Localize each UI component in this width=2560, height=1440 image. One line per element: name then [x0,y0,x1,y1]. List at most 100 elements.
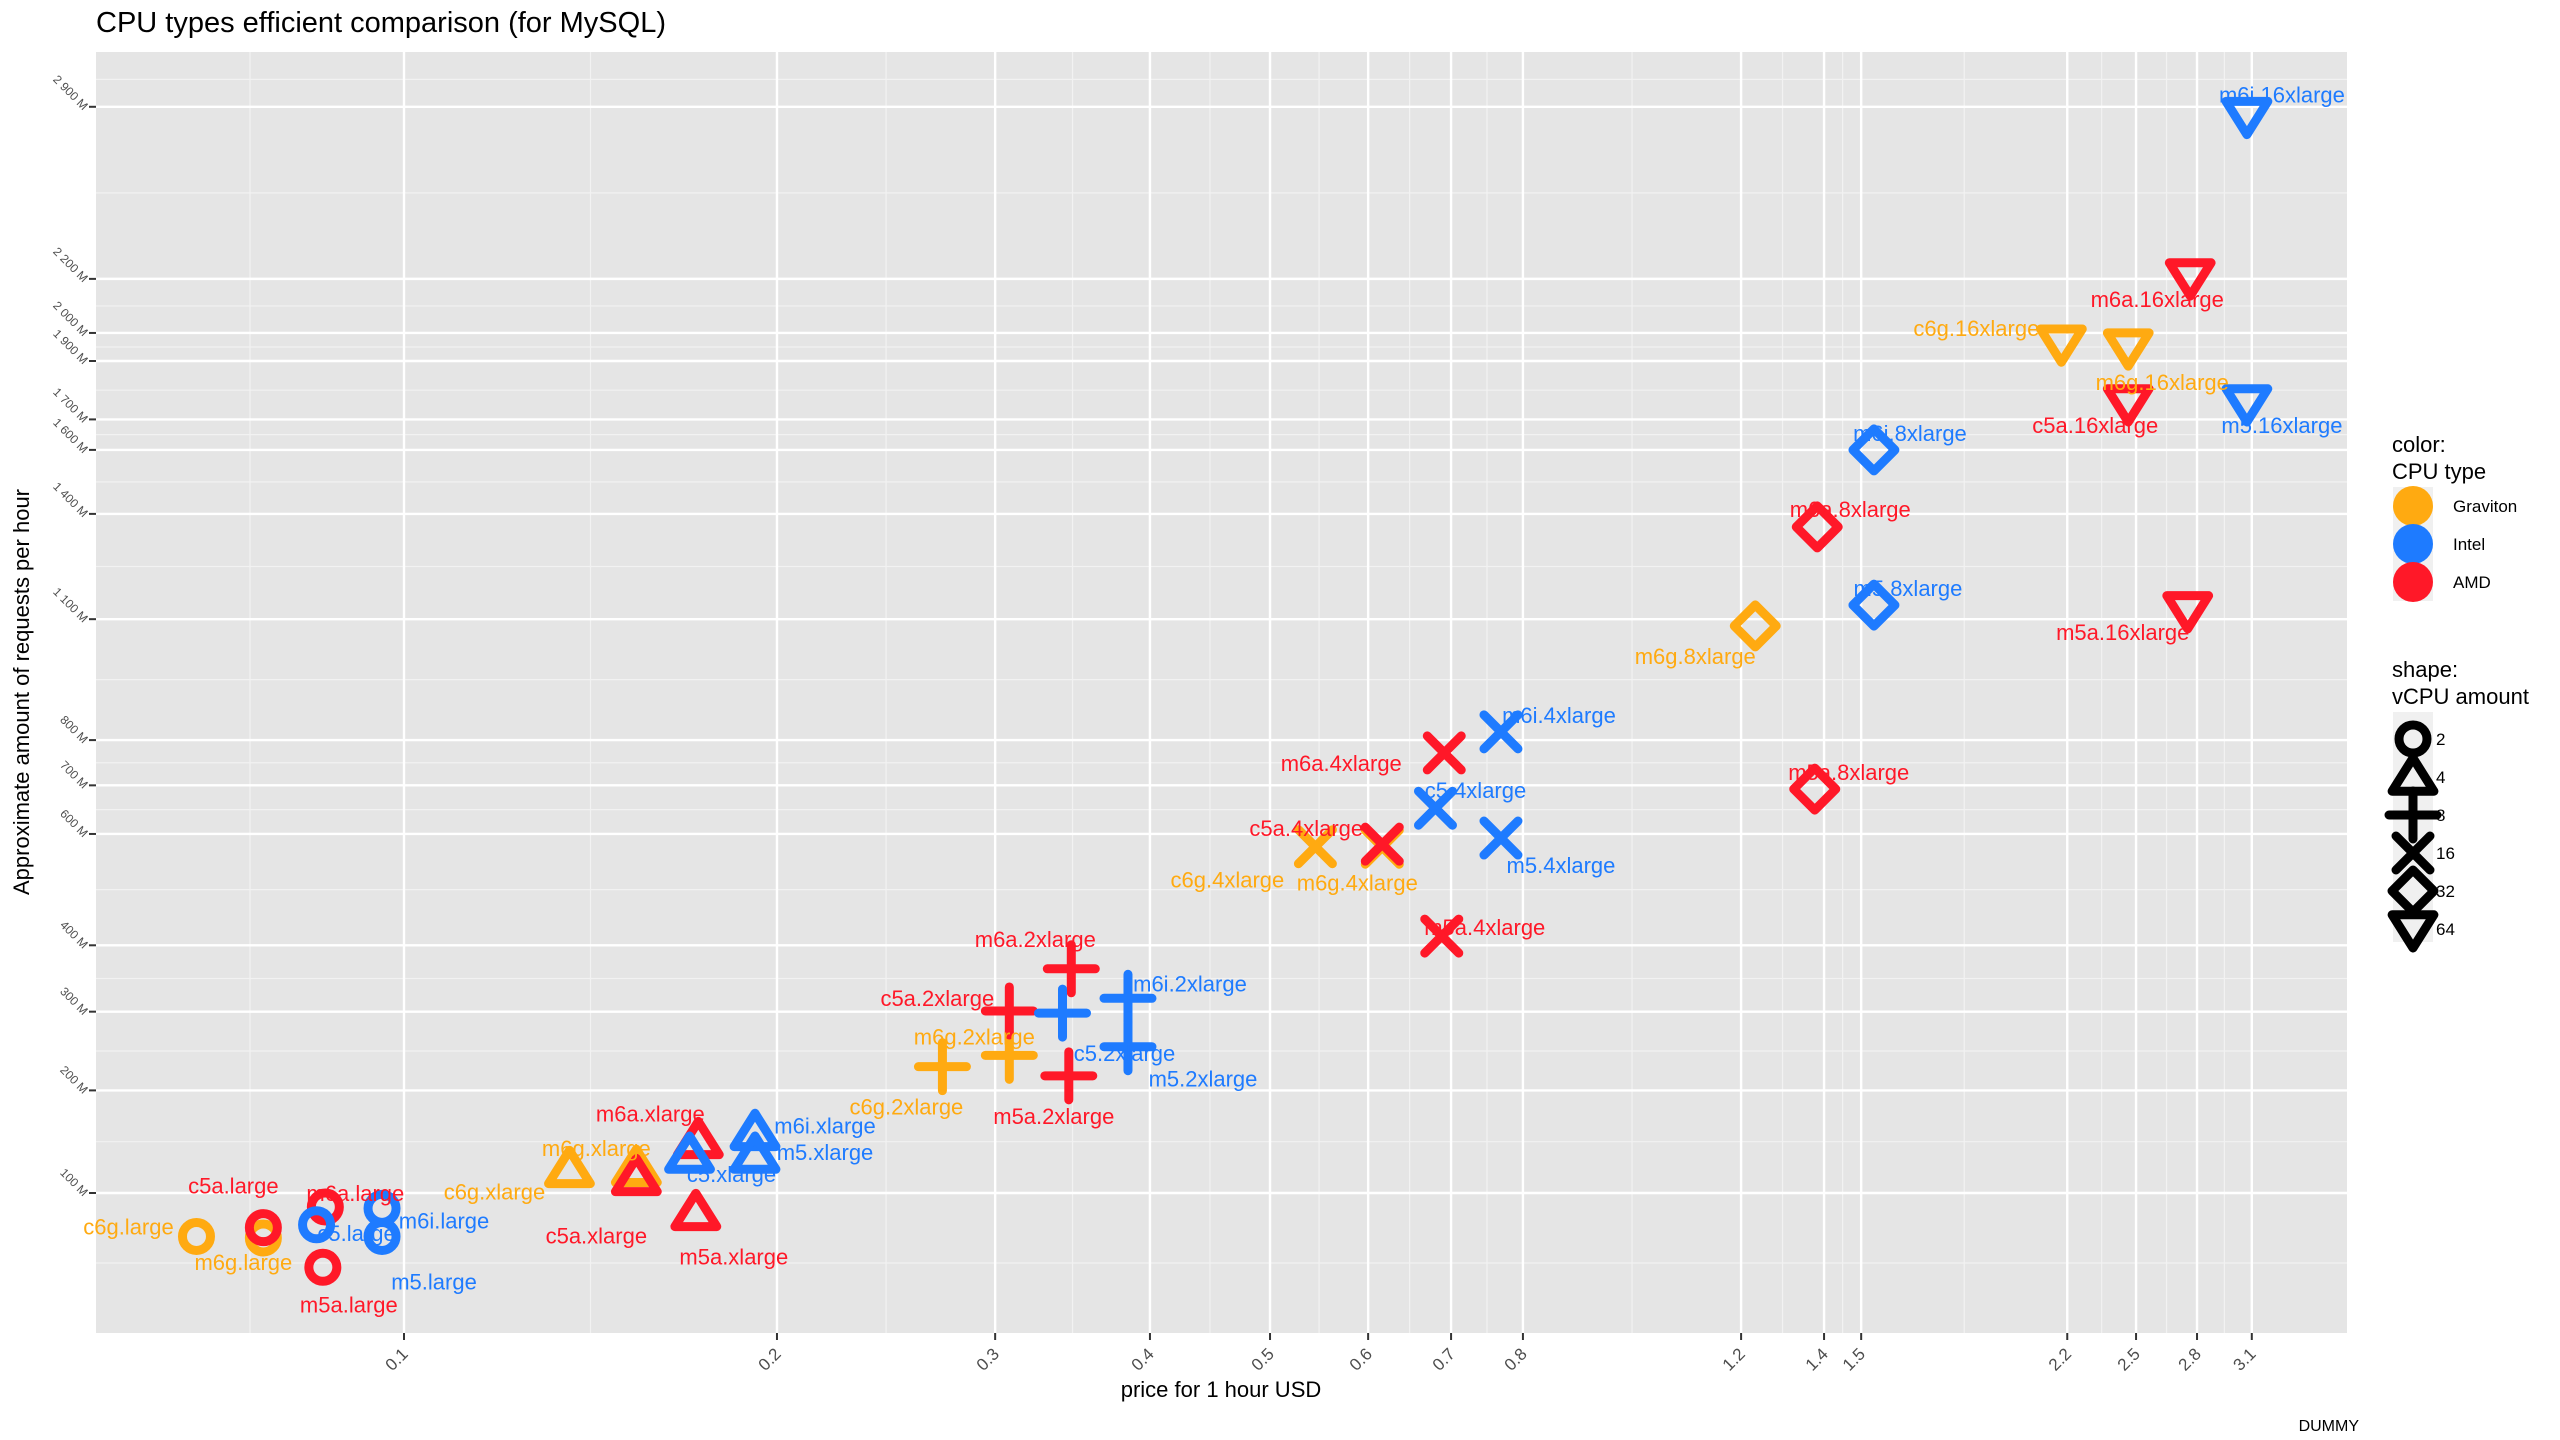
x-tick-label: 0.4 [1128,1344,1158,1374]
data-point-m5-8xlarge [1848,579,1900,631]
point-label: c5.xlarge [687,1162,776,1187]
data-point-c5a-2xlarge [980,982,1038,1040]
legend-shape-label: 16 [2436,844,2455,863]
point-label: m6i.8xlarge [1853,421,1967,446]
point-label: c6g.large [83,1214,174,1239]
data-point-m5a-large [304,1248,342,1286]
y-tick-label: 700 M [57,758,90,791]
data-point-c6g-2xlarge [913,1038,971,1096]
point-label: m6a.4xlarge [1281,751,1402,776]
point-label: m5.xlarge [777,1140,874,1165]
x-tick-label: 1.2 [1719,1344,1749,1374]
data-point-m6i-16xlarge [2221,96,2273,140]
point-label: c5a.xlarge [546,1223,648,1248]
point-label: m6g.2xlarge [914,1024,1035,1049]
point-labels: c6g.large m6g.large c5a.large m6a.large c5.l… [83,83,2345,1318]
data-point-m5-16xlarge [2221,384,2273,427]
point-label: m6a.8xlarge [1790,497,1911,522]
data-point-c5a-large [244,1209,282,1247]
data-point-m6i-8xlarge [1848,424,1900,476]
x-tick-label: 2.5 [2114,1344,2144,1374]
y-tick-label: 2 900 M [50,72,91,113]
data-point-m5a-8xlarge [1789,763,1841,815]
legend-shape-circle-icon [2394,720,2432,758]
point-label: m6a.large [306,1181,404,1206]
x-tick-label: 0.7 [1429,1344,1459,1374]
point-label: m5.4xlarge [1507,853,1616,878]
data-point-m6g-16xlarge [2102,328,2154,371]
data-point-c5a-16xlarge [2102,384,2154,427]
data-point-m6g-xlarge [610,1144,662,1187]
y-tick-label: 300 M [57,984,90,1017]
data-point-m5-4xlarge [1479,816,1523,860]
y-tick-label: 400 M [57,918,90,951]
legend-color-label: AMD [2453,573,2491,592]
x-axis: 0.1 0.2 0.3 0.4 0.5 0.6 0.7 0.8 1.2 1.4 1.5 2.2 2.5 2… [382,1333,2260,1375]
data-point-m5-2xlarge [1099,1018,1157,1076]
minor-gridlines [96,52,2347,1333]
point-label: c5.2xlarge [1074,1041,1176,1066]
x-tick-label: 0.5 [1248,1344,1278,1374]
point-label: m6i.16xlarge [2219,83,2345,108]
y-tick-label: 1 400 M [50,479,91,520]
point-label: c5a.large [188,1174,279,1199]
point-label: m6a.xlarge [596,1101,705,1126]
point-label: c5a.4xlarge [1249,816,1363,841]
point-label: m6g.large [194,1250,292,1275]
x-axis-title: price for 1 hour USD [1121,1377,1322,1402]
point-label: m6a.2xlarge [975,927,1096,952]
x-tick-label: 3.1 [2229,1344,2259,1374]
y-tick-label: 200 M [57,1063,90,1096]
legend-color-title-line1: color: [2392,432,2446,457]
x-tick-label: 0.6 [1346,1344,1376,1374]
point-label: m6i.2xlarge [1133,971,1247,996]
y-tick-label: 600 M [57,807,90,840]
point-label: m5a.16xlarge [2056,620,2189,645]
legend-shape-label: 32 [2436,882,2455,901]
data-point-c6g-large [177,1217,215,1255]
y-tick-label: 100 M [57,1166,90,1199]
legend-shape-plus-icon [2384,786,2442,844]
data-point-m6i-4xlarge [1479,710,1523,754]
point-label: c5a.2xlarge [880,986,994,1011]
caption: DUMMY [2299,1418,2360,1435]
point-label: c5.large [317,1221,395,1246]
point-label: m6g.8xlarge [1635,644,1756,669]
x-tick-label: 1.4 [1802,1344,1832,1374]
point-label: m5.8xlarge [1854,576,1963,601]
point-label: c5.4xlarge [1425,778,1527,803]
point-label: m5a.4xlarge [1424,915,1545,940]
legend-shape-keys: 2 4 8 16 32 64 [2384,712,2455,953]
point-label: m6g.xlarge [542,1136,651,1161]
point-label: m6g.16xlarge [2096,370,2229,395]
point-label: m5.large [391,1269,477,1294]
x-tick-label: 2.2 [2045,1344,2075,1374]
data-point-c5-large [298,1206,336,1244]
point-label: c6g.4xlarge [1171,868,1285,893]
legend-color-label: Intel [2453,535,2485,554]
point-label: m5a.large [300,1292,398,1317]
data-points [177,96,2273,1286]
data-point-m6i-2xlarge [1099,969,1157,1027]
y-tick-label: 1 100 M [50,585,91,626]
data-point-c5a-xlarge [610,1153,662,1197]
point-label: m5.2xlarge [1149,1067,1258,1092]
point-label: c5a.16xlarge [2032,413,2158,438]
legend-color-swatch-amd [2393,562,2433,602]
data-point-m6a-16xlarge [2164,258,2216,301]
point-label: m6i.xlarge [774,1113,875,1138]
plot-panel [96,52,2347,1333]
point-label: m6a.16xlarge [2091,287,2224,312]
point-label: c6g.xlarge [444,1179,546,1204]
x-tick-label: 0.2 [755,1344,785,1374]
legend-shape-label: 2 [2436,730,2445,749]
point-label: c6g.16xlarge [1913,316,2039,341]
x-tick-label: 2.8 [2175,1344,2205,1374]
data-point-c6g-16xlarge [2035,324,2087,367]
x-tick-label: 1.5 [1839,1344,1869,1374]
data-point-m5a-2xlarge [1040,1047,1098,1105]
legend-shape-label: 4 [2436,768,2445,787]
data-point-m5a-16xlarge [2162,591,2214,634]
